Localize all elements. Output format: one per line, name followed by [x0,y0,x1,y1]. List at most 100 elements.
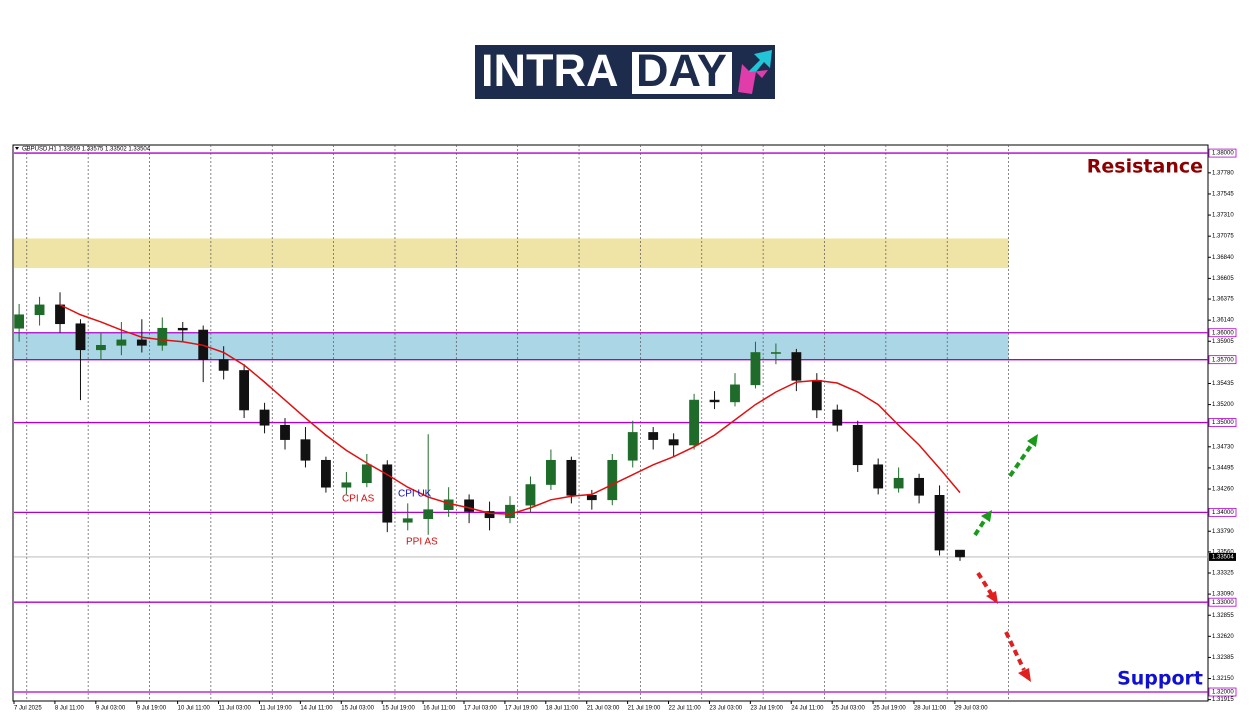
arrow-head [981,510,992,522]
candle-body [627,432,638,461]
logo-text: INTRA [481,45,618,96]
x-tick-label: 10 Jul 11:00 [178,706,211,712]
candle-body [648,432,659,440]
x-tick-label: 7 Jul 2025 [14,706,42,712]
y-tick-label: 1.34260 [1212,487,1234,493]
candle-body [586,495,597,501]
price-zone [14,332,1009,360]
zones [14,238,1009,360]
x-tick-label: 21 Jul 19:00 [628,706,661,712]
y-tick-label: 1.33090 [1212,592,1234,598]
candle-body [750,352,761,386]
y-tick-label: 1.36605 [1212,276,1234,282]
x-tick-label: 18 Jul 11:00 [546,706,579,712]
y-tick-label: 1.32620 [1212,634,1234,640]
candle-body [300,439,311,461]
candle-body [75,323,86,351]
level-label: 1.33000 [1212,600,1234,606]
candle-body [136,339,147,346]
candle-body [280,424,290,440]
level-label-box [1208,328,1237,338]
candle-body [341,482,352,488]
x-tick-label: 22 Jul 11:00 [669,706,702,712]
x-tick-label: 17 Jul 03:00 [464,706,497,712]
candle-body [96,345,106,351]
candle-body [709,399,720,403]
y-tick-label: 1.36140 [1212,318,1234,324]
y-tick-label: 1.33560 [1212,549,1234,555]
level-label-box [1208,597,1237,607]
resistance-label: Resistance [1087,156,1203,178]
x-tick-label: 25 Jul 19:00 [873,706,906,712]
last-price-box [1209,552,1236,561]
candle-body [382,464,393,523]
candle-body [14,314,25,329]
candle-body [730,384,740,403]
candle-body [259,409,270,426]
x-tick-label: 25 Jul 03:00 [832,706,865,712]
arrow-head [1027,434,1038,447]
candle-body [116,339,127,346]
candle-body [484,511,495,519]
candle-body [771,352,781,354]
candle-body [505,504,515,519]
y-tick-label: 1.32150 [1212,676,1234,682]
x-tick-label: 9 Jul 03:00 [96,706,126,712]
logo-box [632,52,732,94]
last-price-label: 1.33504 [1212,555,1234,561]
arrow-head [986,591,998,604]
moving-average-line [59,304,961,515]
candle-body [791,352,802,381]
y-tick-label: 1.34495 [1212,465,1234,471]
candle-body [873,464,884,489]
x-tick-label: 9 Jul 19:00 [137,706,167,712]
header-icon [15,147,19,150]
y-tick-label: 1.33325 [1212,571,1234,577]
candle-body [811,380,822,411]
moving-average [59,304,961,515]
x-tick-label: 11 Jul 03:00 [219,706,252,712]
scenario-arrows [973,434,1038,682]
level-label: 1.35700 [1212,357,1234,363]
chart-header: GBPUSD,H1 1.33559 1.33575 1.33502 1.3350… [22,147,151,153]
candle-body [914,477,924,496]
y-tick-label: 1.37545 [1212,192,1234,198]
support-label: Support [1117,668,1203,690]
x-tick-label: 24 Jul 11:00 [791,706,824,712]
arrow-up [973,516,988,537]
x-tick-label: 23 Jul 03:00 [709,706,742,712]
candle-body [157,327,168,346]
arrow-down [1004,631,1026,671]
level-label: 1.36000 [1212,330,1234,336]
candle-body [607,459,618,501]
candle-body [239,370,250,411]
candle-body [955,549,965,558]
y-tick-label: 1.36375 [1212,297,1234,303]
y-tick-label: 1.31915 [1212,697,1234,703]
y-tick-label: 1.37075 [1212,234,1234,240]
candle-body [893,477,904,489]
x-tick-label: 16 Jul 11:00 [423,706,456,712]
candle-body [934,495,945,551]
x-tick-label: 23 Jul 19:00 [750,706,783,712]
level-label: 1.32000 [1212,690,1234,696]
y-tick-label: 1.37310 [1212,213,1234,219]
candle-body [177,327,188,331]
candle-body [832,409,843,426]
level-label-box [1208,687,1237,697]
axis: 7 Jul 2025 8 Jul 11:00 9 Jul 03:00 9 Jul 19… [13,148,1237,712]
levels [14,152,1208,693]
x-tick-label: 8 Jul 11:00 [55,706,85,712]
candle-body [525,484,536,506]
y-tick-label: 1.33790 [1212,529,1234,535]
candle-body [218,359,229,371]
candle-body [361,464,372,484]
price-zone [14,238,1009,269]
level-label: 1.38000 [1212,151,1234,157]
candle-body [852,424,863,466]
x-tick-label: 21 Jul 03:00 [587,706,620,712]
level-label: 1.35000 [1212,420,1234,426]
candle-body [402,518,413,523]
candle-body [546,459,556,485]
